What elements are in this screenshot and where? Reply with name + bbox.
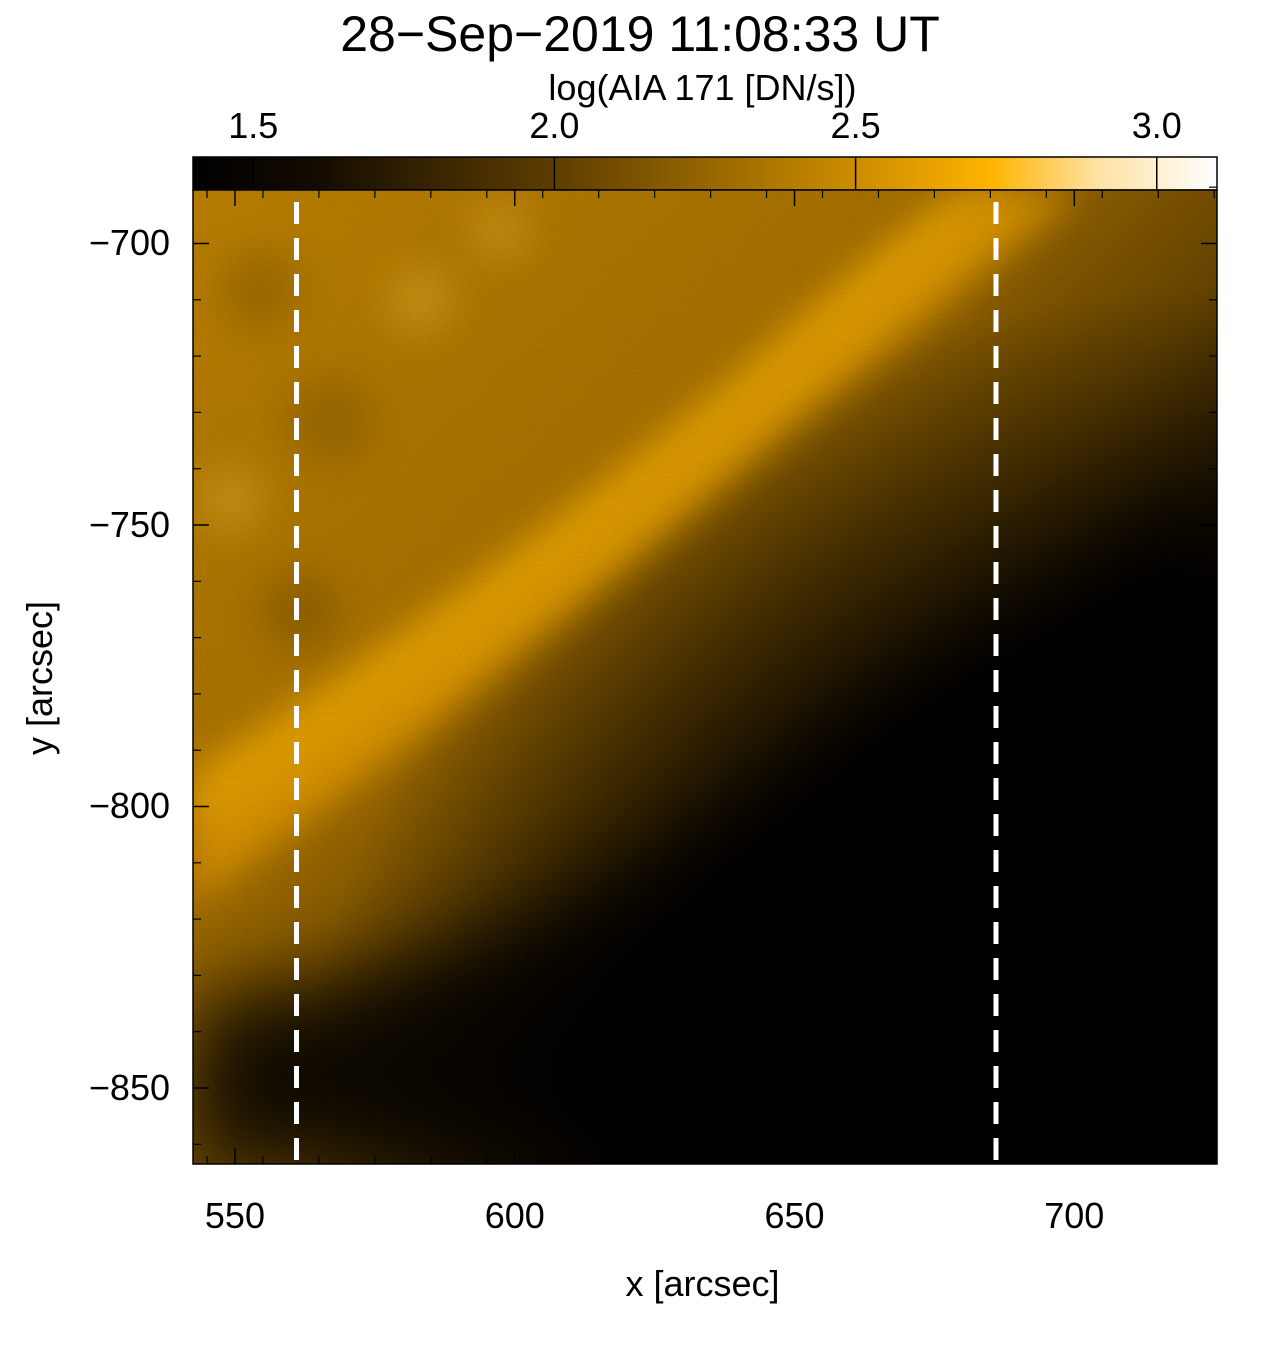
aia-171-image: [193, 190, 1217, 1164]
colorbar-tick-label: 2.5: [830, 105, 881, 146]
colorbar-tick-label: 2.0: [529, 105, 580, 146]
x-tick-label: 600: [484, 1195, 545, 1236]
colorbar: [192, 156, 1218, 191]
figure-title: 28−Sep−2019 11:08:33 UT: [340, 6, 940, 62]
colorbar-label: log(AIA 171 [DN/s]): [548, 67, 857, 108]
colorbar-tick-marks: [252, 157, 1158, 190]
y-tick-label: −800: [88, 785, 170, 827]
y-tick-label: −750: [88, 503, 170, 545]
y-tick-label: −850: [88, 1066, 170, 1108]
y-tick-label: −700: [88, 222, 170, 264]
y-axis-label: y [arcsec]: [19, 600, 60, 756]
colorbar-gradient: [193, 157, 1217, 190]
x-tick-label: 550: [204, 1195, 265, 1236]
colorbar-tick-label: 3.0: [1131, 105, 1182, 146]
axis-tick-marks: [193, 186, 1217, 1164]
plot-frame: [192, 189, 1218, 1165]
x-tick-label: 700: [1044, 1195, 1105, 1236]
slit-markers: [294, 202, 999, 1164]
x-axis-label: x [arcsec]: [625, 1263, 780, 1304]
x-tick-label: 650: [764, 1195, 825, 1236]
colorbar-tick-label: 1.5: [228, 105, 279, 146]
